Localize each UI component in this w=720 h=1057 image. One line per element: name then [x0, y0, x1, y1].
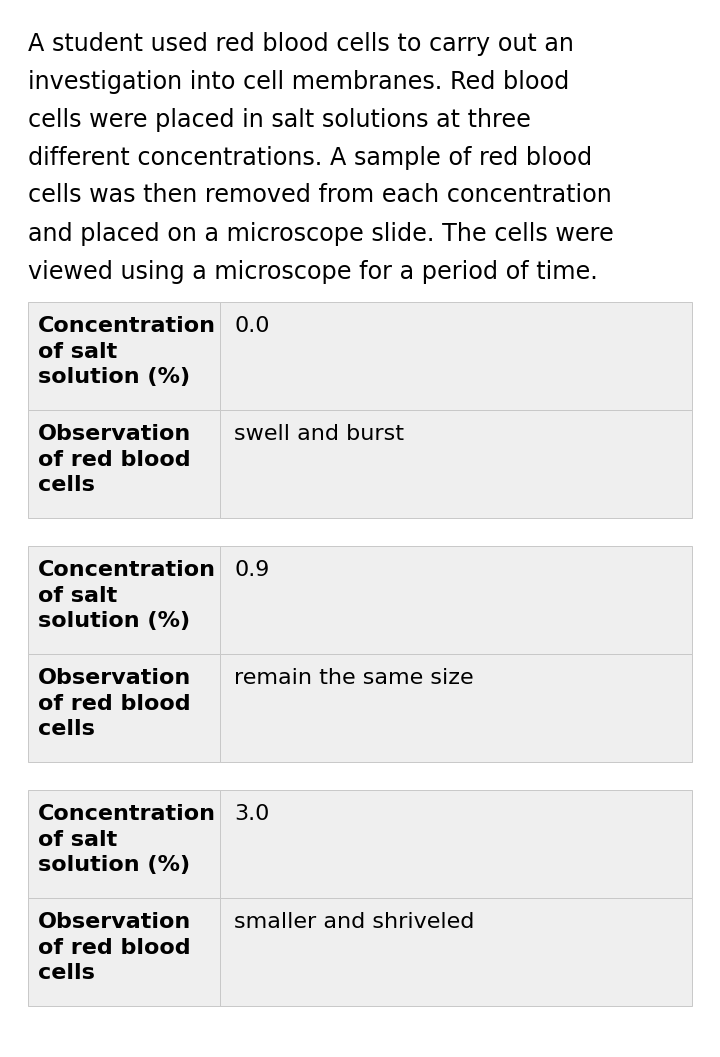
Text: A student used red blood cells to carry out an: A student used red blood cells to carry …: [28, 32, 574, 56]
Text: investigation into cell membranes. Red blood: investigation into cell membranes. Red b…: [28, 70, 570, 93]
Bar: [28, 410, 220, 518]
Text: Concentration
of salt
solution (%): Concentration of salt solution (%): [38, 316, 216, 387]
Text: cells was then removed from each concentration: cells was then removed from each concent…: [28, 184, 612, 207]
Text: 0.0: 0.0: [234, 316, 269, 336]
Text: different concentrations. A sample of red blood: different concentrations. A sample of re…: [28, 146, 592, 169]
Text: Observation
of red blood
cells: Observation of red blood cells: [38, 668, 192, 739]
Bar: [28, 546, 220, 654]
Bar: [28, 790, 220, 898]
Bar: [220, 898, 692, 1006]
Bar: [220, 546, 692, 654]
Text: 0.9: 0.9: [234, 560, 269, 580]
Text: Observation
of red blood
cells: Observation of red blood cells: [38, 912, 192, 983]
Text: swell and burst: swell and burst: [234, 424, 404, 444]
Text: viewed using a microscope for a period of time.: viewed using a microscope for a period o…: [28, 260, 598, 283]
Bar: [28, 654, 220, 762]
Bar: [28, 898, 220, 1006]
Text: Observation
of red blood
cells: Observation of red blood cells: [38, 424, 192, 495]
Text: and placed on a microscope slide. The cells were: and placed on a microscope slide. The ce…: [28, 222, 613, 245]
Bar: [220, 302, 692, 410]
Bar: [220, 790, 692, 898]
Text: cells were placed in salt solutions at three: cells were placed in salt solutions at t…: [28, 108, 531, 131]
Bar: [220, 410, 692, 518]
Text: Concentration
of salt
solution (%): Concentration of salt solution (%): [38, 804, 216, 875]
Text: smaller and shriveled: smaller and shriveled: [234, 912, 474, 932]
Bar: [28, 302, 220, 410]
Text: 3.0: 3.0: [234, 804, 269, 824]
Text: Concentration
of salt
solution (%): Concentration of salt solution (%): [38, 560, 216, 631]
Bar: [220, 654, 692, 762]
Text: remain the same size: remain the same size: [234, 668, 474, 688]
